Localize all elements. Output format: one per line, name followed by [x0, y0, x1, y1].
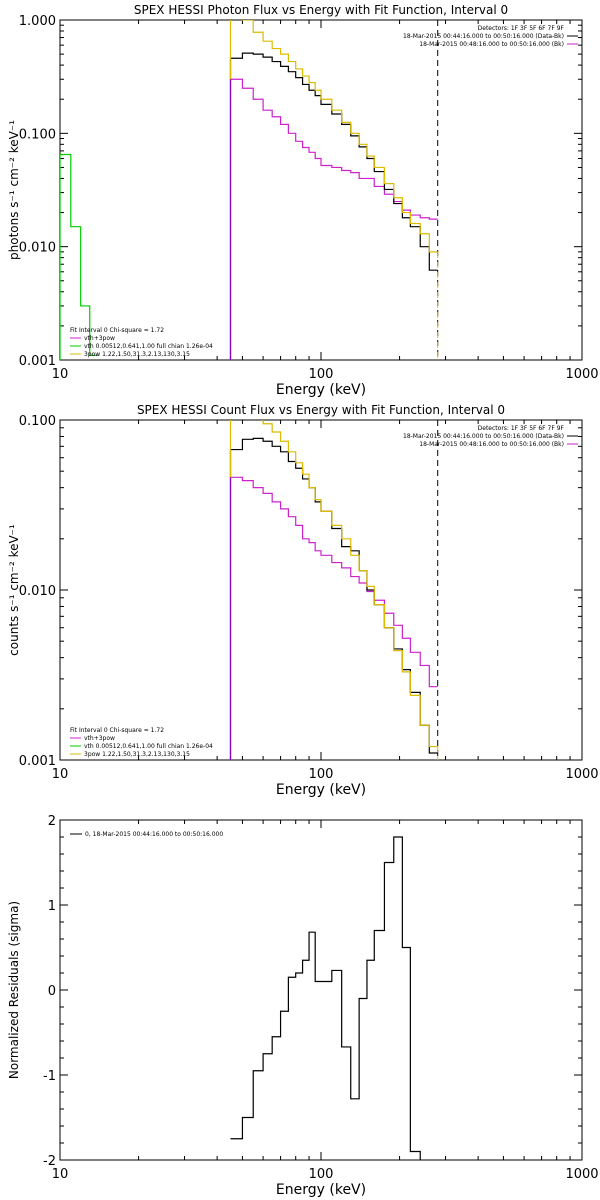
y-tick-label: -1	[43, 1069, 56, 1084]
y-tick-label: 0.001	[19, 354, 56, 369]
x-tick-label: 10	[52, 1167, 69, 1182]
legend-top-entry: 18-Mar-2015 00:48:16.000 to 00:50:16.000…	[419, 41, 564, 48]
legend-bottom-entry: 3pow 1.22,1.50,31.3,2.13,130,3.15	[84, 351, 190, 358]
x-axis-label: Energy (keV)	[276, 782, 366, 798]
legend-bottom-entry: Fit Interval 0 Chi-square = 1.72	[70, 327, 164, 334]
x-tick-label: 10	[52, 367, 69, 382]
x-tick-label: 100	[309, 767, 334, 782]
legend-bottom-entry: vth+3pow	[84, 735, 115, 742]
y-tick-label: 1.000	[19, 14, 56, 29]
legend-bottom-entry: Fit Interval 0 Chi-square = 1.72	[70, 727, 164, 734]
plot-area	[60, 20, 439, 360]
legend-top-entry: 18-Mar-2015 00:44:16.000 to 00:50:16.000…	[403, 33, 564, 40]
chart-panel-1: 10 100 1000 0.001 0.010 0.100 SPEX HESSI Count…	[7, 403, 599, 798]
x-tick-label: 1000	[565, 1167, 598, 1182]
legend-top-entry: 18-Mar-2015 00:44:16.000 to 00:50:16.000…	[403, 433, 564, 440]
y-tick-label: 0.100	[19, 414, 56, 429]
legend-entry: 0, 18-Mar-2015 00:44:16.000 to 00:50:16.…	[85, 831, 223, 838]
y-tick-label: 0	[48, 984, 56, 999]
x-tick-label: 1000	[565, 367, 598, 382]
legend-bottom-entry: vth+3pow	[84, 335, 115, 342]
plot-area	[230, 836, 421, 1160]
series-vth-3pow	[229, 20, 438, 360]
x-axis-label: Energy (keV)	[276, 382, 366, 398]
legend-top-entry: 18-Mar-2015 00:48:16.000 to 00:50:16.000…	[419, 441, 564, 448]
y-tick-label: 0.100	[19, 127, 56, 142]
legend-top-entry: Detectors: 1F 3F 5F 6F 7F 9F	[478, 425, 565, 432]
y-axis-label: photons s⁻¹ cm⁻² keV⁻¹	[7, 120, 21, 260]
chart-title: SPEX HESSI Photon Flux vs Energy with Fi…	[134, 3, 508, 17]
legend-bottom-entry: vth 0.00512,0.641,1.00 full chian 1.26e-…	[84, 743, 213, 750]
y-tick-label: 0.010	[19, 584, 56, 599]
chart-title: SPEX HESSI Count Flux vs Energy with Fit…	[137, 403, 505, 417]
chart-panel-0: 10 100 1000 0.001 0.010 0.100 1.000 SPEX HESSI …	[7, 3, 599, 398]
legend-bottom-entry: vth 0.00512,0.641,1.00 full chian 1.26e-…	[84, 343, 213, 350]
x-tick-label: 1000	[565, 767, 598, 782]
series-bk	[229, 476, 438, 760]
series-vth-3pow	[229, 420, 438, 760]
y-axis-label: counts s⁻¹ cm⁻² keV⁻¹	[7, 524, 21, 656]
y-axis-label: Normalized Residuals (sigma)	[7, 901, 21, 1079]
y-tick-label: 0.010	[19, 241, 56, 256]
plot-area	[229, 420, 439, 760]
x-tick-label: 100	[309, 367, 334, 382]
legend-bottom-entry: 3pow 1.22,1.50,31.3,2.13,130,3.15	[84, 751, 190, 758]
chart-panel-2: 10 100 1000 -2 -1 0 1 2 Energy (keV) Normalized R…	[7, 814, 599, 1198]
y-tick-label: 0.001	[19, 754, 56, 769]
series-0	[230, 836, 421, 1160]
series-vth	[60, 153, 99, 360]
x-tick-label: 100	[309, 1167, 334, 1182]
y-tick-label: 1	[48, 899, 56, 914]
x-tick-label: 10	[52, 767, 69, 782]
y-tick-label: -2	[43, 1154, 56, 1169]
x-axis-label: Energy (keV)	[276, 1182, 366, 1198]
legend-top-entry: Detectors: 1F 3F 5F 6F 7F 9F	[478, 25, 565, 32]
y-tick-label: 2	[48, 814, 56, 829]
